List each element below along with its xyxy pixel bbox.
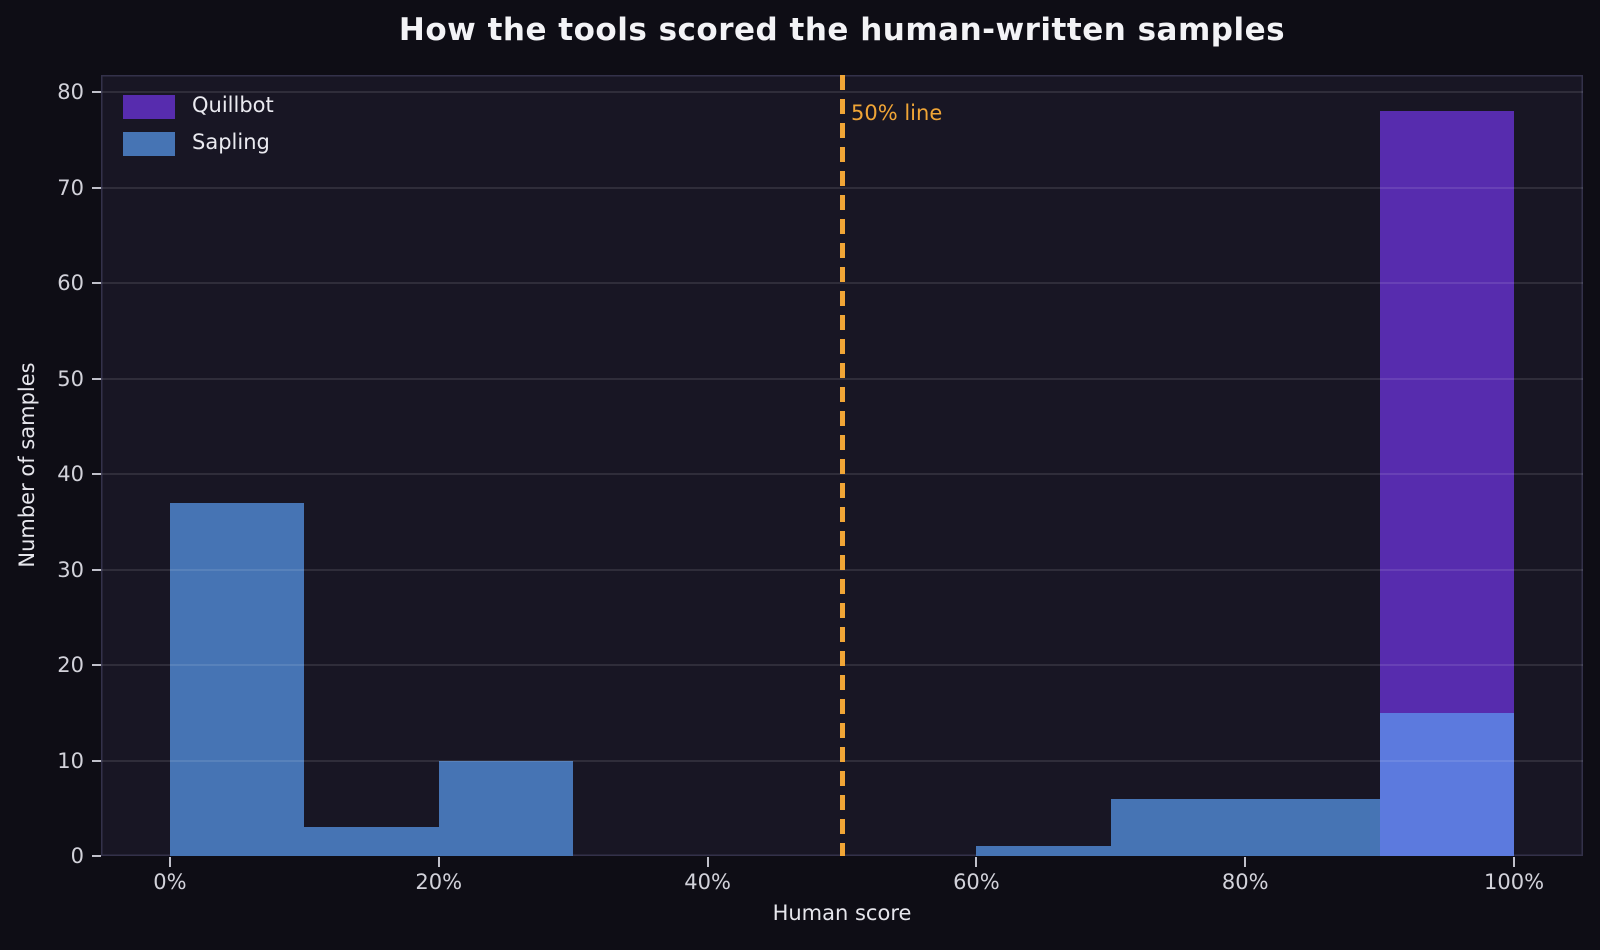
x-tick-label-100: 100% bbox=[1484, 870, 1545, 894]
y-tick-mark-0 bbox=[92, 855, 101, 857]
histogram-bar-sapling-bin-90-100 bbox=[1379, 712, 1515, 856]
x-tick-mark-80 bbox=[1244, 857, 1247, 867]
legend-swatch-sapling bbox=[123, 132, 175, 156]
y-tick-mark-20 bbox=[92, 664, 101, 667]
x-tick-mark-0 bbox=[168, 857, 171, 867]
y-tick-label-10: 10 bbox=[57, 748, 84, 773]
threshold-label: 50% line bbox=[851, 101, 943, 125]
x-axis-title: Human score bbox=[772, 901, 912, 925]
y-tick-label-20: 20 bbox=[57, 653, 84, 678]
y-tick-mark-80 bbox=[92, 91, 101, 94]
y-tick-label-40: 40 bbox=[57, 462, 84, 487]
y-tick-label-80: 80 bbox=[57, 80, 84, 105]
x-tick-label-40: 40% bbox=[684, 870, 731, 894]
y-tick-label-60: 60 bbox=[57, 271, 84, 296]
histogram-bar-sapling-bin-70-80 bbox=[1110, 798, 1246, 856]
histogram-bar-sapling-bin-60-70 bbox=[976, 846, 1111, 856]
y-tick-mark-30 bbox=[92, 568, 101, 571]
y-tick-label-50: 50 bbox=[57, 366, 84, 391]
legend-label-sapling: Sapling bbox=[192, 130, 270, 154]
x-tick-label-20: 20% bbox=[415, 870, 463, 894]
histogram-bar-sapling-bin-80-90 bbox=[1245, 798, 1380, 856]
threshold-line bbox=[839, 75, 845, 856]
y-tick-mark-50 bbox=[92, 377, 101, 380]
legend-swatch-quillbot bbox=[123, 95, 175, 119]
y-tick-mark-70 bbox=[92, 186, 101, 189]
plot-area: 50% line Quillbot Sapling bbox=[101, 75, 1583, 856]
x-tick-label-80: 80% bbox=[1221, 870, 1269, 894]
histogram-bar-sapling-bin-10-20 bbox=[304, 827, 439, 856]
x-tick-mark-100 bbox=[1513, 857, 1516, 867]
x-tick-mark-40 bbox=[706, 857, 709, 867]
x-tick-mark-60 bbox=[975, 857, 978, 867]
page-title: How the tools scored the human-written s… bbox=[398, 12, 1286, 48]
x-tick-mark-20 bbox=[437, 857, 440, 867]
histogram-bar-sapling-bin-20-30 bbox=[438, 760, 574, 856]
y-tick-mark-60 bbox=[92, 282, 101, 285]
histogram-bar-sapling-bin-0-10 bbox=[169, 502, 305, 856]
y-tick-mark-40 bbox=[92, 473, 101, 476]
legend-label-quillbot: Quillbot bbox=[192, 93, 274, 117]
y-tick-label-0: 0 bbox=[70, 844, 84, 868]
y-tick-label-70: 70 bbox=[57, 175, 84, 200]
x-tick-label-0: 0% bbox=[153, 870, 187, 894]
x-tick-label-60: 60% bbox=[953, 870, 1000, 894]
y-tick-label-30: 30 bbox=[57, 557, 84, 582]
y-tick-mark-10 bbox=[92, 759, 101, 762]
